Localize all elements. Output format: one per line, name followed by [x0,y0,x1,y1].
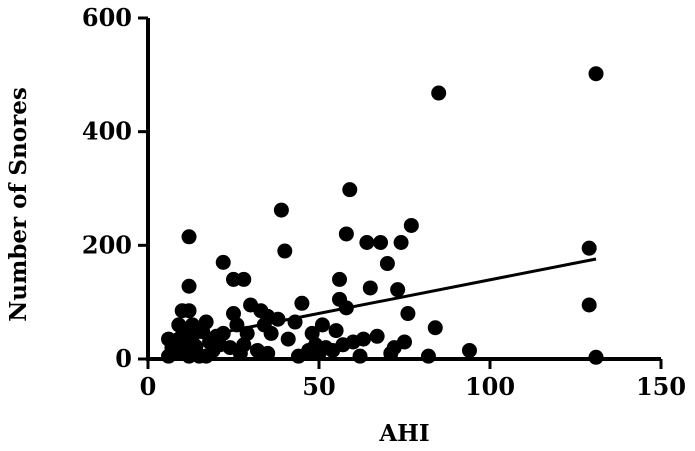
data-point [236,337,252,353]
trend-line [164,257,597,346]
data-point [352,348,368,364]
data-point [581,240,597,256]
data-point [397,334,412,350]
data-point [581,297,597,313]
data-point [226,306,241,322]
y-axis: 0 200 400 600 [82,3,150,373]
data-point [373,234,389,250]
data-point [277,243,293,259]
data-point [181,278,197,294]
data-point [294,295,310,311]
data-point [226,271,241,287]
data-point [314,317,330,333]
data-point [588,66,604,82]
data-point [181,229,197,245]
data-point [280,331,296,347]
data-point [198,314,214,330]
data-point [332,271,348,287]
data-point [304,325,320,341]
data-point [400,306,416,322]
data-point [379,256,395,272]
data-point [403,217,419,233]
y-tick-label: 400 [82,117,132,146]
data-point [260,345,276,361]
data-point [420,348,436,364]
data-point [461,342,477,358]
data-point [263,325,279,341]
data-point [393,234,409,250]
data-point [236,271,252,287]
trend-line-group [164,257,597,346]
x-tick-label: 50 [302,372,335,401]
data-point [215,254,231,270]
y-tick-label: 200 [82,230,132,259]
data-point [431,85,447,101]
data-point [342,182,358,198]
data-point [355,331,371,347]
x-axis: 0 50 100 150 [140,357,686,401]
data-point [362,280,378,296]
x-tick-label: 100 [465,372,515,401]
data-points [161,66,604,365]
data-point [328,323,344,339]
y-tick-label: 0 [115,344,132,373]
data-point [390,282,406,298]
x-tick-label: 0 [140,372,157,401]
data-point [338,226,354,242]
y-tick-label: 600 [82,3,132,32]
data-point [359,234,375,250]
data-point [369,328,385,344]
x-axis-title: AHI [378,420,429,447]
data-point [427,320,443,336]
data-point [273,202,289,218]
data-point [588,349,604,365]
data-point [181,303,197,319]
x-tick-label: 150 [636,372,686,401]
y-axis-title: Number of Snores [5,87,32,322]
